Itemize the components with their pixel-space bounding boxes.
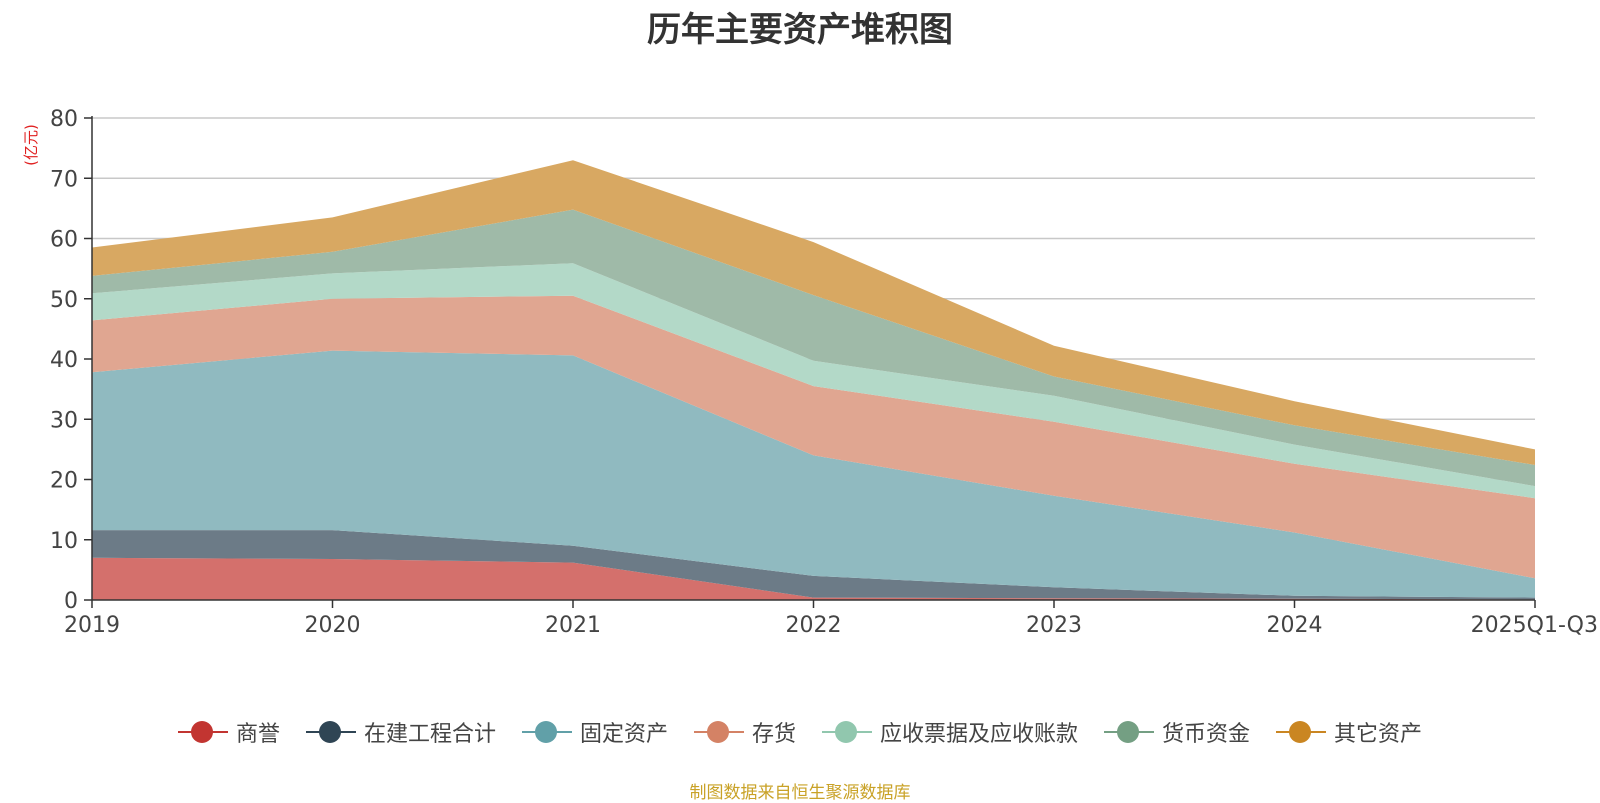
legend-marker-icon: [822, 720, 872, 744]
legend-item-0[interactable]: 商誉: [177, 716, 280, 748]
x-tick-label: 2021: [545, 613, 601, 638]
series-area-1[interactable]: [92, 530, 1535, 600]
y-tick-label: 30: [50, 408, 78, 433]
legend-marker-icon: [177, 720, 228, 744]
y-tick-label: 50: [50, 288, 78, 313]
chart-title: 历年主要资产堆积图: [647, 10, 953, 50]
legend-item-5[interactable]: 货币资金: [1104, 716, 1250, 748]
y-tick-label: 60: [50, 228, 78, 253]
legend-marker-icon: [521, 720, 572, 744]
legend-label: 固定资产: [579, 722, 668, 747]
legend-item-2[interactable]: 固定资产: [521, 716, 668, 748]
x-tick-label: 2023: [1026, 613, 1082, 638]
legend-item-6[interactable]: 其它资产: [1276, 716, 1422, 748]
series-area-5[interactable]: [92, 209, 1535, 487]
series-area-4[interactable]: [92, 263, 1535, 499]
y-tick-label: 40: [50, 348, 78, 373]
x-tick-label: 2019: [64, 613, 120, 638]
legend-label: 在建工程合计: [363, 722, 496, 747]
y-axis-label: (亿元): [22, 124, 40, 166]
y-tick-label: 80: [50, 107, 78, 132]
legend-marker-icon: [693, 720, 744, 744]
series-area-2[interactable]: [92, 350, 1535, 598]
series-areas: [92, 160, 1535, 600]
x-tick-label: 2020: [305, 613, 361, 638]
legend-marker-icon: [1276, 720, 1327, 744]
legend-label: 商誉: [235, 722, 280, 747]
legend-marker-icon: [305, 720, 356, 744]
y-tick-label: 70: [50, 167, 78, 192]
series-area-6[interactable]: [92, 160, 1535, 465]
series-area-3[interactable]: [92, 295, 1535, 579]
x-tick-label: 2025Q1-Q3: [1471, 613, 1598, 638]
legend-label: 存货: [751, 722, 796, 747]
x-tick-label: 2024: [1267, 613, 1323, 638]
legend-item-4[interactable]: 应收票据及应收账款: [822, 716, 1078, 748]
y-tick-label: 20: [50, 469, 78, 494]
source-note: 制图数据来自恒生聚源数据库: [689, 783, 911, 803]
legend-label: 应收票据及应收账款: [880, 722, 1079, 747]
y-tick-label: 0: [64, 589, 78, 614]
legend-label: 货币资金: [1162, 722, 1251, 747]
series-area-0[interactable]: [92, 557, 1535, 600]
legend-label: 其它资产: [1334, 722, 1423, 747]
y-tick-label: 10: [50, 529, 78, 554]
legend: 商誉 在建工程合计 固定资产 存货 应收票据及应收账款 货币资金 其它资产: [0, 716, 1600, 748]
axes: 0 10 20 30 40 50 60 70 80 2019 2020 2021 2022 2023 202…: [50, 107, 1598, 638]
legend-item-1[interactable]: 在建工程合计: [305, 716, 496, 748]
x-tick-label: 2022: [786, 613, 842, 638]
legend-marker-icon: [1104, 720, 1155, 744]
legend-item-3[interactable]: 存货: [693, 716, 796, 748]
